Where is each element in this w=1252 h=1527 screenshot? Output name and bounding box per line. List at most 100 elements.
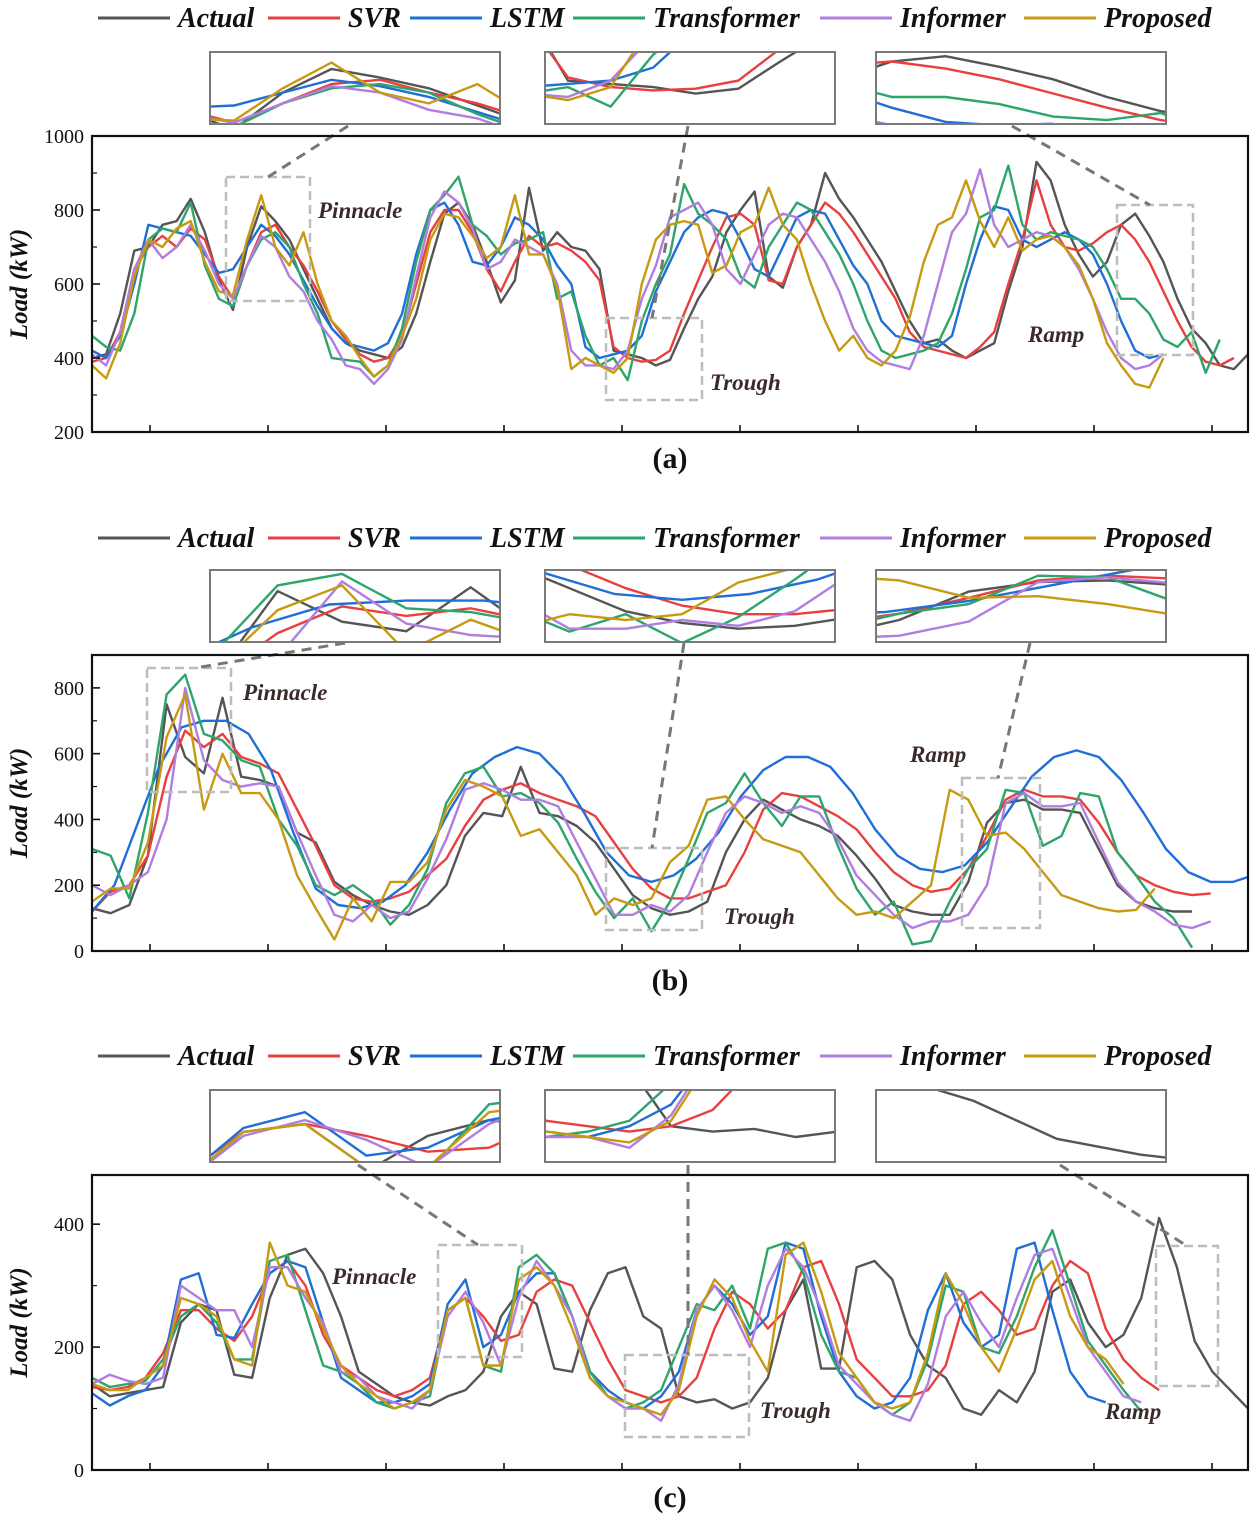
legend-label-lstm: LSTM [489,3,566,34]
zoom-line-proposed [0,1088,724,1177]
zoom-inset-2 [545,52,799,109]
connector-line-3 [1011,124,1151,207]
zoom-line-svr [876,1161,879,1162]
zoom-line-svr [545,1090,734,1133]
zoom-frame-2 [544,569,836,643]
zoom-inset-2 [545,570,835,642]
series-line-actual [92,160,1248,371]
zoom-line-proposed [210,61,500,122]
zoom-line-informer [289,579,500,642]
plot-frame [90,653,1250,953]
zoom-frame-3 [875,51,1167,125]
zoom-line-proposed [545,52,636,102]
zoom-line-lstm [210,78,500,121]
annotation-pinnacle: Pinnacle [317,198,402,223]
legend-label-svr: SVR [348,1041,401,1072]
zoom-inset-1 [216,572,500,642]
annotation-pinnacle: Pinnacle [242,680,327,705]
legend-label-proposed: Proposed [1103,523,1212,554]
series-line-informer [92,1247,1142,1422]
annotation-trough: Trough [710,370,781,395]
series-line-lstm [92,1241,1107,1410]
zoom-inset-3 [876,570,1166,638]
legend-label-informer: Informer [899,523,1007,554]
panel-caption: (a) [653,442,688,475]
zoom-line-transformer [876,574,1166,621]
zoom-line-svr [578,570,835,616]
series-line-lstm [92,201,1164,360]
zoom-line-svr [548,52,778,92]
annotation-trough: Trough [724,904,795,929]
y-tick-label: 400 [54,348,84,370]
zoom-line-actual [210,67,500,124]
y-axis-label: Load (kW) [6,1267,33,1378]
highlight-box-3 [1115,203,1195,357]
series-line-proposed [92,693,1156,941]
zoom-line-actual [644,1090,835,1139]
annotation-ramp: Ramp [1104,1399,1161,1424]
zoom-frame-1 [209,1089,501,1163]
zoom-line-transformer [210,82,500,124]
series-line-informer [92,686,1212,930]
zoom-frame-1 [209,569,501,643]
chart-panel-3: Actual SVR LSTM Transformer Informer Proposed… [0,1041,1250,1514]
legend-label-transformer: Transformer [653,3,801,34]
series-line-proposed [92,1241,1125,1416]
annotation-ramp: Ramp [909,742,966,767]
chart-panel-2: Actual SVR LSTM Transformer Informer Proposed… [6,523,1250,997]
zoom-line-informer [876,120,1054,124]
y-tick-label: 0 [74,1460,84,1482]
highlight-box-3 [960,776,1042,930]
zoom-line-proposed [876,577,1166,615]
chart-panel-1: Actual SVR LSTM Transformer Informer Proposed… [6,3,1250,475]
legend-label-transformer: Transformer [653,523,801,554]
zoom-line-informer [0,1091,807,1180]
zoom-line-actual [238,585,500,642]
zoom-line-lstm [545,571,835,602]
series-line-informer [92,168,1165,386]
plot-lines [92,673,1248,949]
legend-label-informer: Informer [899,1041,1007,1072]
legend-label-actual: Actual [176,523,254,554]
zoom-line-informer [545,583,835,630]
zoom-line-actual [549,52,799,95]
legend-label-actual: Actual [176,3,254,34]
series-line-svr [92,179,1235,367]
zoom-inset-2 [545,1090,835,1150]
zoom-line-actual [876,54,1166,114]
y-tick-label: 600 [54,274,84,296]
panel-caption: (c) [653,1481,686,1514]
connector-line-1 [357,1163,479,1247]
zoom-frame-3 [875,569,1167,643]
y-tick-label: 600 [54,744,84,766]
zoom-frame-3 [875,1089,1167,1163]
y-tick-label: 400 [54,809,84,831]
zoom-line-informer [876,576,1166,638]
annotation-ramp: Ramp [1027,322,1084,347]
zoom-line-svr [263,605,500,642]
connector-line-2 [650,642,686,849]
series-line-proposed [92,179,1165,389]
y-tick-label: 200 [54,1337,84,1359]
zoom-line-informer [545,1090,689,1150]
y-tick-label: 800 [54,200,84,222]
y-axis-label: Load (kW) [6,229,33,340]
series-line-transformer [92,673,1194,949]
legend-label-lstm: LSTM [489,523,566,554]
plot-frame [90,1173,1250,1472]
zoom-frame-1 [209,51,501,125]
y-tick-label: 400 [54,1214,84,1236]
connector-line-3 [1059,1163,1188,1248]
connector-line-3 [996,642,1032,779]
legend-label-lstm: LSTM [489,1041,566,1072]
zoom-inset-1 [210,1101,500,1162]
zoom-line-proposed [545,570,792,622]
zoom-line-proposed [242,583,500,642]
legend-label-proposed: Proposed [1103,1041,1212,1072]
y-tick-label: 1000 [44,126,84,148]
series-line-transformer [92,1229,1143,1416]
connector-line-2 [650,125,690,319]
zoom-line-informer [545,52,640,99]
legend-label-actual: Actual [176,1041,254,1072]
